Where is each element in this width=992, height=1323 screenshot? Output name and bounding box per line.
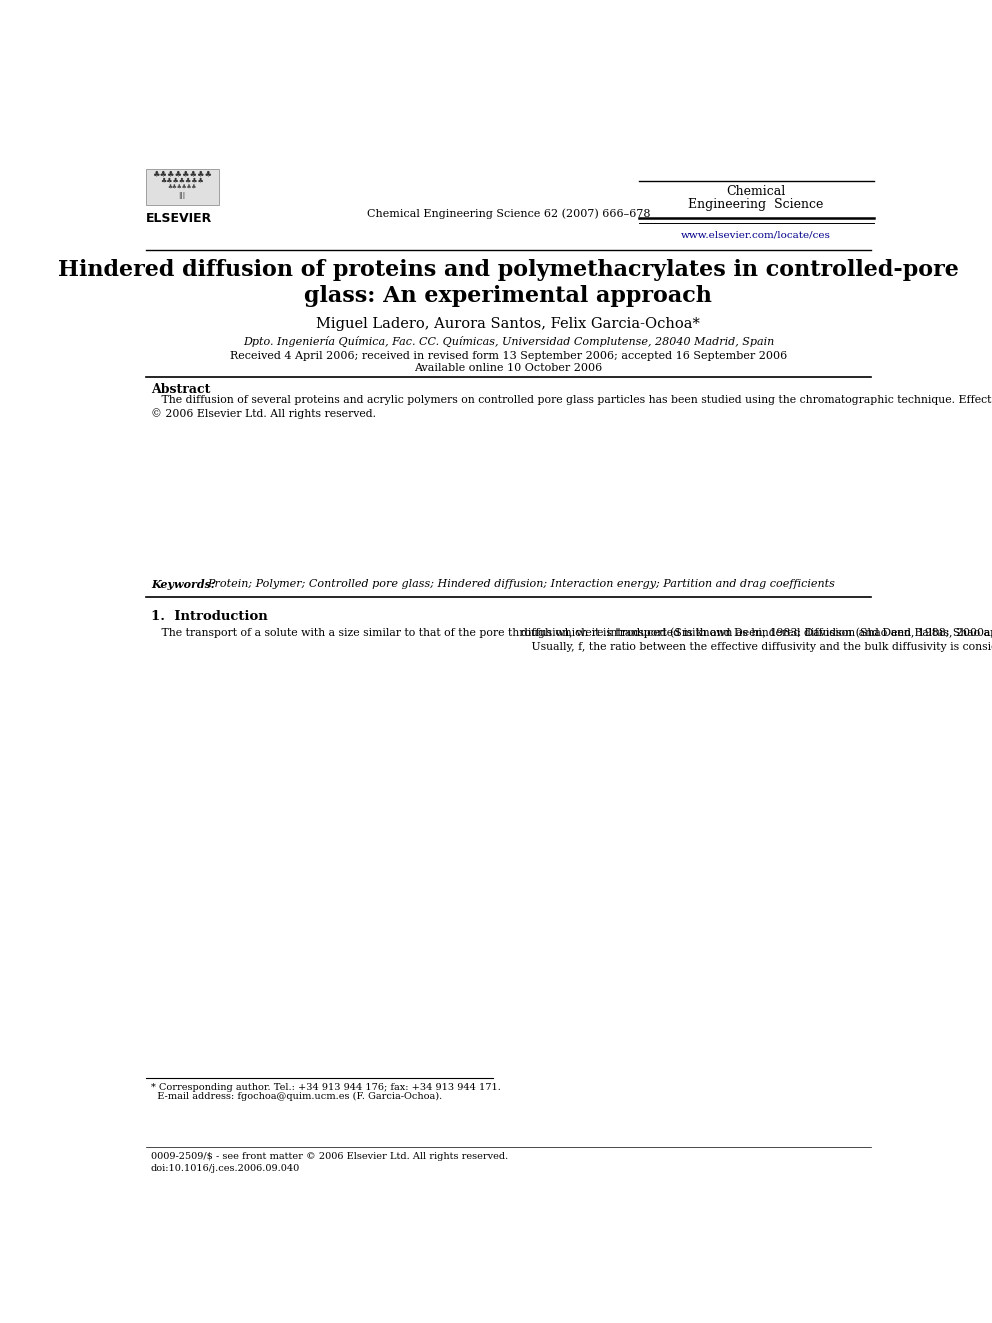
Text: |||: ||| (179, 192, 186, 200)
Text: www.elsevier.com/locate/ces: www.elsevier.com/locate/ces (682, 230, 831, 239)
Text: The diffusion of several proteins and acrylic polymers on controlled pore glass : The diffusion of several proteins and ac… (151, 394, 992, 419)
Text: diffusion, were introduced (Smith and Deen, 1983; Davidson and Deen, 1988; Shao : diffusion, were introduced (Smith and De… (521, 627, 992, 652)
Bar (146, 169, 218, 205)
Text: Protein; Polymer; Controlled pore glass; Hindered diffusion; Interaction energy;: Protein; Polymer; Controlled pore glass;… (207, 579, 835, 590)
Text: E-mail address: fgochoa@quim.ucm.es (F. Garcia-Ochoa).: E-mail address: fgochoa@quim.ucm.es (F. … (151, 1091, 442, 1101)
Text: ELSEVIER: ELSEVIER (146, 212, 211, 225)
Text: Hindered diffusion of proteins and polymethacrylates in controlled-pore
glass: A: Hindered diffusion of proteins and polym… (58, 258, 959, 307)
Text: ♣♣♣♣♣♣♣♣: ♣♣♣♣♣♣♣♣ (152, 169, 211, 179)
Text: Available online 10 October 2006: Available online 10 October 2006 (415, 363, 602, 373)
Text: Engineering  Science: Engineering Science (688, 198, 823, 212)
Text: ♣♣♣♣♣♣♣: ♣♣♣♣♣♣♣ (160, 179, 203, 184)
Text: Abstract: Abstract (151, 382, 210, 396)
Text: Received 4 April 2006; received in revised form 13 September 2006; accepted 16 S: Received 4 April 2006; received in revis… (230, 352, 787, 361)
Text: 1.  Introduction: 1. Introduction (151, 610, 268, 623)
Text: 0009-2509/$ - see front matter © 2006 Elsevier Ltd. All rights reserved.
doi:10.: 0009-2509/$ - see front matter © 2006 El… (151, 1152, 508, 1172)
Text: Miguel Ladero, Aurora Santos, Felix Garcia-Ochoa*: Miguel Ladero, Aurora Santos, Felix Garc… (316, 316, 700, 331)
Text: Chemical Engineering Science 62 (2007) 666–678: Chemical Engineering Science 62 (2007) 6… (367, 209, 650, 220)
Text: Keywords:: Keywords: (151, 579, 219, 590)
Text: Dpto. Ingeniería Química, Fac. CC. Químicas, Universidad Complutense, 28040 Madr: Dpto. Ingeniería Química, Fac. CC. Quími… (243, 336, 774, 347)
Text: Chemical: Chemical (726, 185, 786, 198)
Text: ♣♣♣♣♣♣: ♣♣♣♣♣♣ (167, 185, 196, 191)
Text: * Corresponding author. Tel.: +34 913 944 176; fax: +34 913 944 171.: * Corresponding author. Tel.: +34 913 94… (151, 1082, 501, 1091)
Text: The transport of a solute with a size similar to that of the pore through which : The transport of a solute with a size si… (151, 627, 992, 638)
